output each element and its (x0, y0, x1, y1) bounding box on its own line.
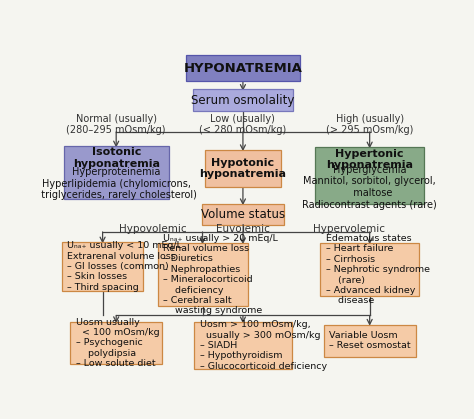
Text: Hypertonic
hyponatremia: Hypertonic hyponatremia (326, 149, 413, 170)
Text: Serum osmolality: Serum osmolality (191, 94, 295, 107)
Text: High (usually)
(> 295 mOsm/kg): High (usually) (> 295 mOsm/kg) (326, 114, 413, 135)
Text: Variable Uosm
– Reset osmostat: Variable Uosm – Reset osmostat (329, 331, 411, 350)
FancyBboxPatch shape (316, 147, 424, 204)
Text: Euvolemic: Euvolemic (216, 224, 270, 234)
Text: Uₙₐ₊ usually < 10 mEq/L
Extrarenal volume loss
– GI losses (common)
– Skin losse: Uₙₐ₊ usually < 10 mEq/L Extrarenal volum… (67, 241, 182, 292)
Text: Hypervolemic: Hypervolemic (313, 224, 385, 234)
FancyBboxPatch shape (201, 204, 284, 225)
FancyBboxPatch shape (70, 322, 162, 364)
Text: Uₙₐ₊ usually > 20 mEq/L
Renal volume loss
– Diuretics
– Nephropathies
– Mineralo: Uₙₐ₊ usually > 20 mEq/L Renal volume los… (163, 234, 278, 316)
Text: Isotonic
hyponatremia: Isotonic hyponatremia (73, 147, 160, 169)
Text: Uosm usually
  < 100 mOsm/kg
– Psychogenic
    polydipsia
– Low solute diet: Uosm usually < 100 mOsm/kg – Psychogenic… (76, 318, 159, 368)
Text: Hypotonic
hyponatremia: Hypotonic hyponatremia (200, 158, 286, 179)
Text: Normal (usually)
(280–295 mOsm/kg): Normal (usually) (280–295 mOsm/kg) (66, 114, 166, 135)
FancyBboxPatch shape (320, 243, 419, 296)
FancyBboxPatch shape (324, 325, 416, 357)
FancyBboxPatch shape (193, 89, 292, 111)
FancyBboxPatch shape (157, 243, 247, 306)
FancyBboxPatch shape (194, 322, 292, 369)
Text: Edematous states
– Heart failure
– Cirrhosis
– Nephrotic syndrome
    (rare)
– A: Edematous states – Heart failure – Cirrh… (326, 234, 429, 305)
FancyBboxPatch shape (64, 146, 169, 199)
FancyBboxPatch shape (186, 55, 300, 81)
Text: Volume status: Volume status (201, 208, 285, 221)
Text: Uosm > 100 mOsm/kg,
  usually > 300 mOsm/kg
– SIADH
– Hypothyroidism
– Glucocort: Uosm > 100 mOsm/kg, usually > 300 mOsm/k… (200, 320, 327, 371)
FancyBboxPatch shape (205, 150, 281, 187)
Text: Hyperproteinemia
Hyperlipidemia (chylomicrons,
  triglycerides, rarely cholester: Hyperproteinemia Hyperlipidemia (chylomi… (35, 167, 197, 200)
Text: Hypovolemic: Hypovolemic (119, 224, 186, 234)
FancyBboxPatch shape (62, 242, 143, 291)
Text: Hyperglycemia
Mannitol, sorbitol, glycerol,
  maltose
Radiocontrast agents (rare: Hyperglycemia Mannitol, sorbitol, glycer… (302, 165, 437, 210)
Text: HYPONATREMIA: HYPONATREMIA (183, 62, 302, 75)
Text: Low (usually)
(< 280 mOsm/kg): Low (usually) (< 280 mOsm/kg) (199, 114, 287, 135)
